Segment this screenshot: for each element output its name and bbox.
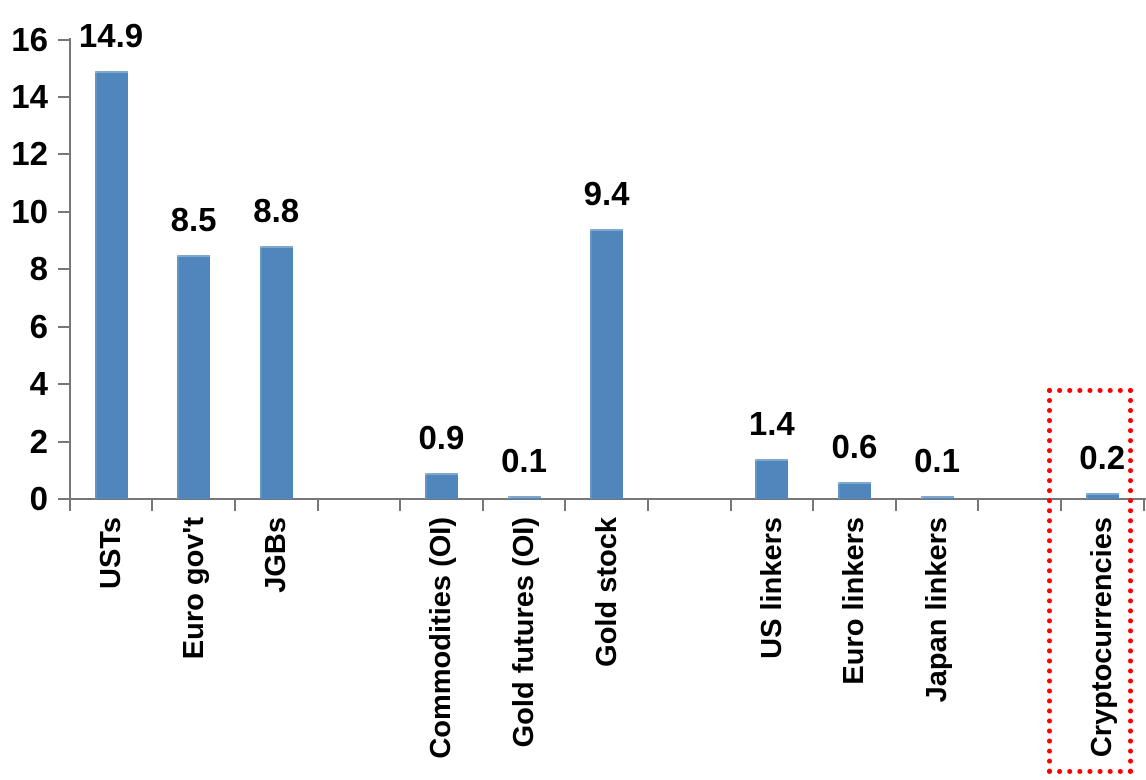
y-axis-line [69,38,71,500]
bar-commodities-oi [424,473,458,499]
bar-value-label: 0.1 [501,442,547,480]
x-category-label: Gold futures (OI) [508,517,540,748]
y-axis-tick-label: 0 [29,480,48,517]
bar-gold-stock [590,229,624,499]
y-axis-tick-label: 8 [29,250,48,288]
x-axis-tick [977,500,980,511]
x-axis-tick [68,500,71,511]
bar-japan-linkers [920,496,954,499]
y-axis-tick [58,383,69,386]
y-axis-tick-label: 2 [29,422,48,460]
y-axis-tick [58,95,69,98]
bar-value-label: 8.8 [253,192,300,230]
y-axis-tick [58,440,69,443]
cryptocurrencies-highlight-box [1047,388,1133,774]
x-axis-tick [894,500,897,511]
bar-value-label: 0.6 [831,427,878,465]
x-category-label: USTs [95,517,127,589]
bar-gold-futures-oi [507,496,541,499]
x-axis-tick [564,500,567,511]
y-axis-tick [58,268,69,271]
y-axis-tick [58,153,69,156]
y-axis-tick-label: 14 [11,77,48,115]
bar-value-label: 1.4 [748,404,795,442]
y-axis-tick-label: 4 [29,365,48,403]
y-axis-tick-label: 6 [29,307,48,345]
bar-usts [94,71,128,499]
bar-value-label: 9.4 [583,175,630,212]
x-axis-tick [151,500,154,511]
x-axis-tick [316,500,319,511]
x-axis-tick [1142,500,1145,511]
bar-euro-gov-t [177,254,211,499]
y-axis-tick [58,38,69,41]
bar-euro-linkers [837,481,871,499]
x-category-label: Japan linkers [921,517,953,703]
bar-jgbs [259,246,293,499]
x-category-label: Commodities (OI) [425,517,458,759]
x-axis-tick [729,500,732,511]
bar-value-label: 14.9 [78,17,144,55]
bar-value-label: 8.5 [170,200,217,238]
y-axis-tick [58,210,69,213]
x-axis-tick [646,500,649,511]
y-axis-tick [58,498,69,500]
x-category-label: Euro linkers [838,517,871,685]
y-axis-tick-label: 12 [11,135,48,173]
bar-us-linkers [755,458,789,499]
x-axis-tick [481,500,484,511]
y-axis-tick-label: 16 [11,20,48,58]
y-axis-tick [58,325,69,328]
x-axis-line [69,498,1146,500]
x-axis-tick [812,500,815,511]
x-category-label: US linkers [755,517,788,659]
x-axis-tick [399,500,402,511]
x-category-label: Euro gov't [177,517,210,660]
x-category-label: Gold stock [590,517,623,667]
y-axis-tick-label: 10 [11,192,48,230]
bar-value-label: 0.1 [914,442,960,480]
bar-value-label: 0.2 [1079,439,1126,477]
bar-cryptocurrencies [1085,493,1119,499]
x-category-label: JGBs [260,517,293,593]
x-axis-tick [233,500,236,511]
x-axis-tick [1059,500,1062,511]
bar-value-label: 0.9 [418,419,465,457]
